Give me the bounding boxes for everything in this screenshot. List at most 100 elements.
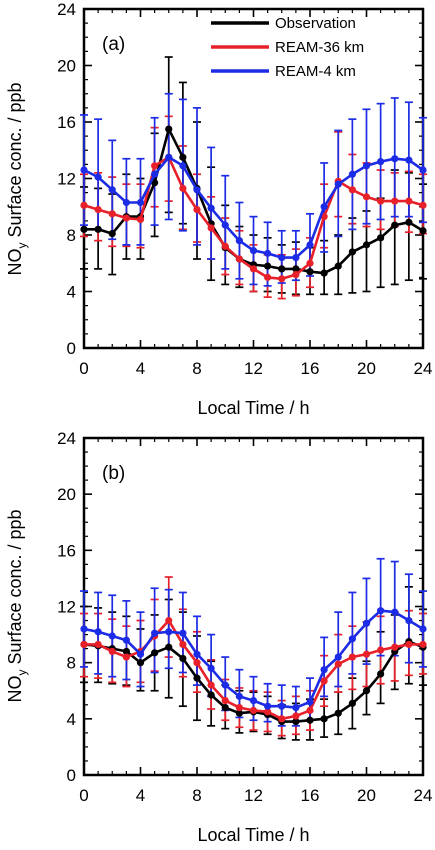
data-point bbox=[179, 640, 187, 649]
data-point bbox=[306, 268, 314, 276]
data-point bbox=[377, 670, 385, 678]
data-point bbox=[264, 273, 272, 281]
data-point bbox=[278, 275, 286, 283]
data-point bbox=[264, 249, 272, 257]
data-point bbox=[405, 218, 413, 226]
data-point bbox=[278, 715, 286, 723]
data-point bbox=[122, 636, 130, 644]
x-axis-title: Local Time / h bbox=[197, 398, 309, 418]
data-point bbox=[179, 629, 187, 637]
data-point bbox=[405, 197, 413, 205]
data-point bbox=[122, 653, 130, 661]
legend: Observation REAM-36 km REAM-4 km bbox=[211, 15, 364, 80]
x-tick-label: 16 bbox=[301, 359, 320, 378]
data-point bbox=[235, 255, 243, 263]
data-point bbox=[377, 646, 385, 654]
data-point bbox=[405, 616, 413, 625]
data-point bbox=[235, 237, 243, 245]
data-point bbox=[136, 659, 145, 667]
data-point bbox=[179, 162, 187, 170]
data-point bbox=[391, 608, 399, 616]
y-axis-title-rest: Surface conc. / ppb bbox=[5, 82, 25, 242]
data-point bbox=[348, 653, 356, 661]
x-tick-label: 0 bbox=[79, 786, 88, 805]
data-point bbox=[348, 170, 356, 178]
data-point bbox=[292, 704, 300, 712]
data-point bbox=[292, 270, 300, 279]
data-point bbox=[193, 674, 201, 682]
legend-label: REAM-36 km bbox=[275, 39, 364, 56]
panel-label: (b) bbox=[102, 463, 125, 484]
data-point bbox=[320, 715, 328, 723]
data-point bbox=[151, 162, 159, 170]
y-tick-label: 0 bbox=[67, 339, 76, 358]
data-point bbox=[179, 153, 187, 161]
data-point bbox=[362, 241, 371, 249]
y-tick-label: 16 bbox=[57, 113, 76, 132]
data-point bbox=[306, 698, 314, 706]
data-point bbox=[108, 229, 116, 238]
y-tick-label: 12 bbox=[57, 598, 76, 617]
data-point bbox=[165, 628, 173, 636]
data-point bbox=[80, 640, 88, 649]
data-point bbox=[362, 687, 371, 695]
y-tick-label: 8 bbox=[67, 226, 76, 245]
data-point bbox=[151, 170, 159, 178]
y-tick-label: 8 bbox=[67, 654, 76, 673]
data-point bbox=[419, 625, 427, 633]
data-point bbox=[362, 193, 371, 201]
data-point bbox=[320, 203, 328, 211]
data-point bbox=[207, 681, 215, 689]
data-point bbox=[362, 619, 371, 627]
x-tick-label: 24 bbox=[414, 359, 433, 378]
data-point bbox=[193, 650, 201, 658]
data-point bbox=[362, 650, 371, 658]
data-point bbox=[249, 696, 258, 705]
data-point bbox=[320, 677, 328, 685]
y-tick-label: 24 bbox=[57, 0, 76, 19]
data-point bbox=[419, 227, 427, 235]
y-axis-title-subscript: y bbox=[15, 243, 29, 249]
data-point bbox=[108, 186, 116, 194]
data-point bbox=[377, 607, 385, 615]
data-point bbox=[235, 692, 243, 700]
data-point bbox=[377, 157, 385, 166]
y-axis-title: NOy Surface conc. / ppb bbox=[5, 82, 29, 275]
data-point bbox=[391, 155, 399, 163]
data-point bbox=[136, 650, 145, 658]
data-point bbox=[165, 616, 173, 625]
data-point bbox=[348, 186, 356, 194]
data-point bbox=[94, 173, 102, 181]
data-point bbox=[165, 125, 173, 133]
data-point bbox=[122, 198, 130, 207]
data-point bbox=[292, 265, 300, 273]
data-point bbox=[278, 254, 286, 262]
panel-b: 0 4 8 12 16 20 24 0 4 8 12 16 20 24 Local Time / h NOy … bbox=[5, 429, 432, 845]
data-point bbox=[292, 254, 300, 262]
data-point bbox=[419, 201, 427, 209]
data-point bbox=[264, 708, 272, 716]
data-point bbox=[165, 153, 173, 161]
data-point bbox=[348, 635, 356, 643]
y-tick-label: 4 bbox=[67, 710, 76, 729]
data-point bbox=[377, 197, 385, 205]
data-point bbox=[419, 166, 427, 174]
y-axis-title-subscript: y bbox=[15, 670, 29, 676]
y-tick-label: 20 bbox=[57, 57, 76, 76]
x-tick-label: 24 bbox=[414, 786, 433, 805]
y-tick-label: 16 bbox=[57, 541, 76, 560]
data-point bbox=[235, 709, 243, 717]
x-tick-label: 8 bbox=[192, 359, 201, 378]
data-point bbox=[419, 640, 427, 649]
data-point bbox=[151, 179, 159, 187]
panel-label: (a) bbox=[102, 34, 125, 55]
y-axis-title-main: NO bbox=[5, 249, 25, 276]
data-point bbox=[348, 699, 356, 707]
data-point bbox=[292, 712, 300, 720]
data-point bbox=[405, 156, 413, 164]
data-point bbox=[221, 681, 229, 689]
data-point bbox=[193, 205, 201, 214]
x-axis-title: Local Time / h bbox=[197, 825, 309, 845]
data-point bbox=[391, 197, 399, 205]
